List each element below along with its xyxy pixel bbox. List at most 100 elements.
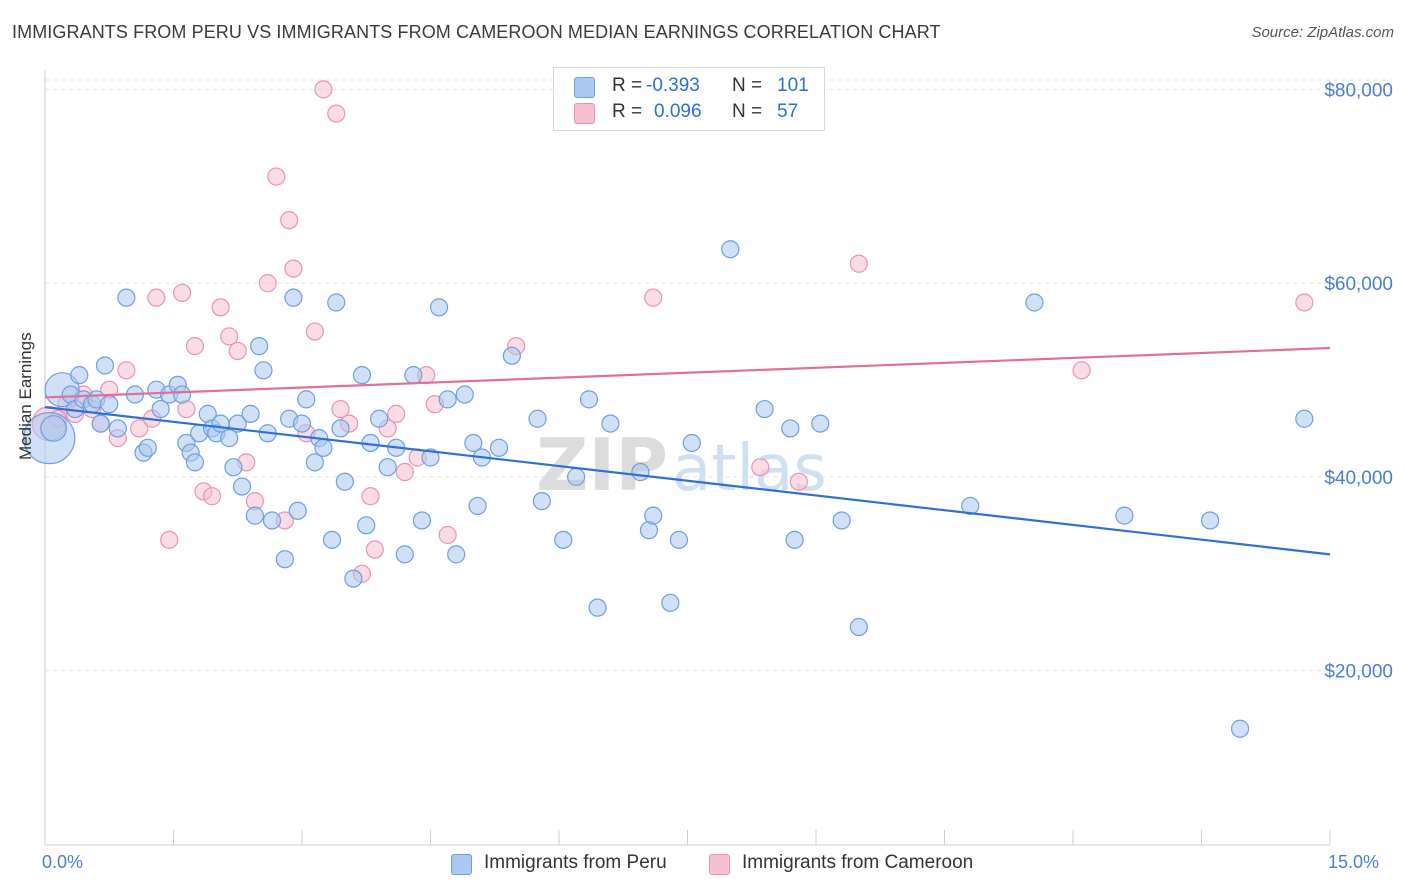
peru-point xyxy=(151,399,170,419)
peru-point xyxy=(331,419,350,438)
peru-point xyxy=(250,336,269,356)
trend-lines xyxy=(44,346,1331,556)
peru-point xyxy=(429,298,449,317)
y-tick-label: $40,000 xyxy=(1324,468,1393,489)
cameroon-point xyxy=(849,254,868,273)
n-label: N = xyxy=(732,75,763,96)
peru-point xyxy=(1025,293,1044,312)
peru-point xyxy=(489,438,509,457)
peru-point xyxy=(357,516,376,535)
peru-point xyxy=(631,462,650,482)
y-tick-label: $60,000 xyxy=(1324,274,1393,295)
peru-point xyxy=(588,598,607,617)
peru-point xyxy=(669,530,689,549)
peru-point xyxy=(172,385,192,404)
cameroon-point xyxy=(202,487,222,506)
r-value: -0.393 xyxy=(646,75,700,96)
cameroon-point xyxy=(284,259,303,278)
peru-point xyxy=(567,467,586,486)
y-tick-label: $80,000 xyxy=(1324,80,1393,101)
peru-point xyxy=(117,288,136,307)
peru-point xyxy=(305,453,324,472)
cameroon-point xyxy=(327,104,346,123)
peru-point xyxy=(721,240,740,259)
peru-point xyxy=(468,496,487,516)
peru-point xyxy=(138,438,157,457)
peru-point xyxy=(335,472,354,491)
r-value: 0.096 xyxy=(654,101,702,122)
peru-point xyxy=(70,366,89,385)
cameroon-point xyxy=(644,288,663,307)
peru-point xyxy=(100,395,119,414)
peru-point xyxy=(961,496,980,516)
n-value: 101 xyxy=(777,75,809,96)
peru-point xyxy=(785,530,804,549)
y-tick-labels: $20,000 $40,000 $60,000 $80,000 xyxy=(1324,80,1393,682)
peru-point xyxy=(421,448,440,467)
peru-point xyxy=(314,438,333,457)
peru-point xyxy=(241,404,260,424)
y-axis-title: Median Earnings xyxy=(16,332,35,460)
legend-row-cameroon: R = 0.096 N = 57 xyxy=(574,101,814,125)
peru-point xyxy=(185,453,205,472)
peru-point xyxy=(344,569,363,588)
cameroon-point xyxy=(751,458,770,477)
correlation-legend: R = -0.393 N = 101 R = 0.096 N = 57 xyxy=(553,67,825,131)
cameroon-point xyxy=(395,462,414,482)
peru-point xyxy=(232,477,252,496)
peru-point xyxy=(284,288,303,307)
peru-point xyxy=(644,506,663,525)
peru-point xyxy=(95,356,115,375)
peru-point xyxy=(532,491,551,511)
source-credit: Source: ZipAtlas.com xyxy=(1251,24,1394,41)
cameroon-swatch xyxy=(574,103,595,124)
peru-point xyxy=(455,385,474,404)
peru-point xyxy=(91,414,110,433)
peru-point xyxy=(108,419,127,438)
cameroon-point xyxy=(130,419,149,438)
peru-point xyxy=(395,545,414,564)
legend-label-cameroon: Immigrants from Cameroon xyxy=(742,852,974,873)
peru-point xyxy=(370,409,389,428)
cameroon-point xyxy=(160,530,179,549)
cameroon-point xyxy=(331,399,350,419)
cameroon-point xyxy=(228,341,247,361)
cameroon-point xyxy=(314,80,333,99)
peru-point xyxy=(781,419,800,438)
peru-point xyxy=(502,346,521,365)
cameroon-point xyxy=(220,327,239,346)
cameroon-trend-line xyxy=(44,346,1331,399)
peru-point xyxy=(327,293,346,312)
x-tick-min: 0.0% xyxy=(42,852,84,872)
peru-trend-line xyxy=(44,406,1331,556)
cameroon-point xyxy=(117,361,136,380)
peru-point xyxy=(40,415,67,442)
legend-label-peru: Immigrants from Peru xyxy=(484,852,667,873)
cameroon-point xyxy=(305,322,324,341)
cameroon-point xyxy=(361,487,380,506)
peru-point xyxy=(832,511,851,530)
cameroon-points xyxy=(31,80,1314,583)
peru-point xyxy=(438,390,457,409)
cameroon-point xyxy=(211,298,230,317)
peru-point xyxy=(297,390,316,409)
peru-point xyxy=(755,399,774,419)
peru-point xyxy=(447,545,466,564)
chart-title: IMMIGRANTS FROM PERU VS IMMIGRANTS FROM … xyxy=(12,22,941,42)
n-value: 57 xyxy=(777,101,799,122)
peru-point xyxy=(254,361,273,380)
peru-point xyxy=(579,390,599,409)
cameroon-point xyxy=(258,274,277,293)
peru-point xyxy=(292,414,312,433)
peru-point xyxy=(224,458,243,477)
y-tick-label: $20,000 xyxy=(1324,662,1393,683)
peru-point xyxy=(1230,719,1250,738)
peru-point xyxy=(220,429,239,448)
peru-point xyxy=(352,366,372,385)
x-tick-max: 15.0% xyxy=(1328,852,1380,872)
cameroon-point xyxy=(365,540,384,559)
peru-point xyxy=(245,506,264,525)
cameroon-point xyxy=(185,336,205,356)
cameroon-point xyxy=(147,288,166,307)
